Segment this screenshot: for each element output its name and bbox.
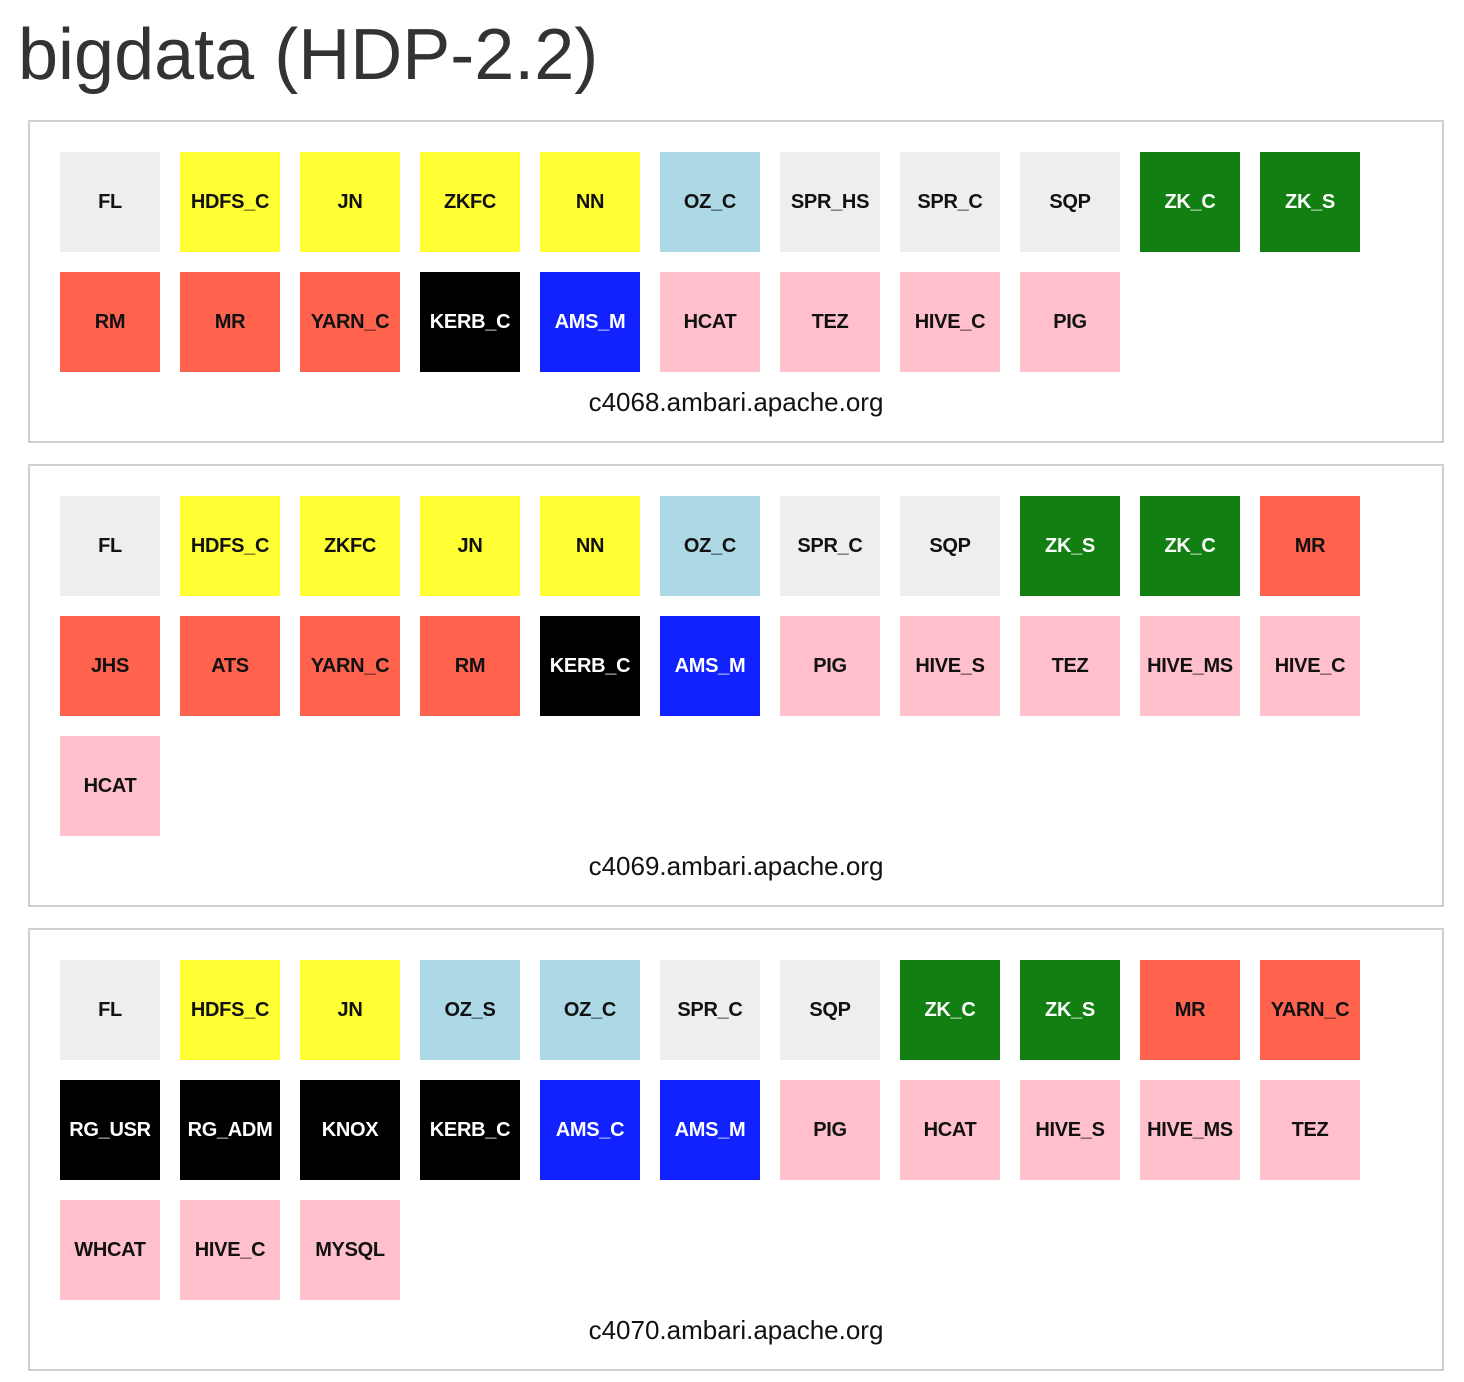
component-tile[interactable]: HDFS_C: [180, 496, 280, 596]
host-name[interactable]: c4069.ambari.apache.org: [588, 851, 884, 881]
component-tile[interactable]: RM: [420, 616, 520, 716]
component-tile[interactable]: AMS_M: [540, 272, 640, 372]
component-tile[interactable]: KNOX: [300, 1080, 400, 1180]
component-tile[interactable]: HIVE_C: [900, 272, 1000, 372]
component-tile[interactable]: HCAT: [660, 272, 760, 372]
component-tile[interactable]: PIG: [1020, 272, 1120, 372]
component-tile[interactable]: HIVE_S: [900, 616, 1000, 716]
component-grid: FL HDFS_C ZKFC JN NN OZ_C SPR_C SQP ZK_S ZK_C MR JH…: [60, 496, 1380, 836]
component-tile[interactable]: SQP: [1020, 152, 1120, 252]
component-tile[interactable]: TEZ: [1260, 1080, 1360, 1180]
component-tile[interactable]: OZ_C: [660, 152, 760, 252]
component-tile[interactable]: MR: [1260, 496, 1360, 596]
component-tile[interactable]: ZKFC: [300, 496, 400, 596]
component-tile[interactable]: FL: [60, 496, 160, 596]
component-grid: FL HDFS_C JN ZKFC NN OZ_C SPR_HS SPR_C SQP ZK_C ZK…: [60, 152, 1380, 372]
component-tile[interactable]: ZK_C: [1140, 496, 1240, 596]
component-tile[interactable]: OZ_C: [540, 960, 640, 1060]
component-tile[interactable]: SQP: [780, 960, 880, 1060]
component-tile[interactable]: ZK_S: [1020, 496, 1120, 596]
component-tile[interactable]: TEZ: [1020, 616, 1120, 716]
component-tile[interactable]: OZ_C: [660, 496, 760, 596]
component-grid: FL HDFS_C JN OZ_S OZ_C SPR_C SQP ZK_C ZK_S MR YARN…: [60, 960, 1380, 1300]
component-tile[interactable]: KERB_C: [420, 1080, 520, 1180]
host-panel: FL HDFS_C JN OZ_S OZ_C SPR_C SQP ZK_C ZK_S MR YARN…: [28, 928, 1444, 1371]
component-tile[interactable]: NN: [540, 152, 640, 252]
component-tile[interactable]: KERB_C: [420, 272, 520, 372]
component-tile[interactable]: SPR_C: [780, 496, 880, 596]
component-tile[interactable]: HIVE_C: [1260, 616, 1360, 716]
component-tile[interactable]: RG_USR: [60, 1080, 160, 1180]
component-tile[interactable]: PIG: [780, 1080, 880, 1180]
component-tile[interactable]: SPR_C: [660, 960, 760, 1060]
component-tile[interactable]: ZK_C: [900, 960, 1000, 1060]
component-tile[interactable]: SPR_HS: [780, 152, 880, 252]
component-tile[interactable]: ATS: [180, 616, 280, 716]
component-tile[interactable]: JN: [300, 152, 400, 252]
component-tile[interactable]: KERB_C: [540, 616, 640, 716]
host-name[interactable]: c4070.ambari.apache.org: [588, 1315, 884, 1345]
component-tile[interactable]: HDFS_C: [180, 152, 280, 252]
component-tile[interactable]: FL: [60, 960, 160, 1060]
component-tile[interactable]: ZK_S: [1260, 152, 1360, 252]
component-tile[interactable]: HDFS_C: [180, 960, 280, 1060]
component-tile[interactable]: JN: [420, 496, 520, 596]
component-tile[interactable]: YARN_C: [1260, 960, 1360, 1060]
component-tile[interactable]: TEZ: [780, 272, 880, 372]
component-tile[interactable]: AMS_M: [660, 616, 760, 716]
component-tile[interactable]: HIVE_C: [180, 1200, 280, 1300]
component-tile[interactable]: JHS: [60, 616, 160, 716]
component-tile[interactable]: YARN_C: [300, 272, 400, 372]
component-tile[interactable]: SPR_C: [900, 152, 1000, 252]
component-tile[interactable]: HIVE_MS: [1140, 1080, 1240, 1180]
component-tile[interactable]: MR: [180, 272, 280, 372]
host-name[interactable]: c4068.ambari.apache.org: [588, 387, 884, 417]
component-tile[interactable]: HIVE_S: [1020, 1080, 1120, 1180]
component-tile[interactable]: PIG: [780, 616, 880, 716]
component-tile[interactable]: SQP: [900, 496, 1000, 596]
component-tile[interactable]: HCAT: [60, 736, 160, 836]
component-tile[interactable]: HIVE_MS: [1140, 616, 1240, 716]
component-tile[interactable]: YARN_C: [300, 616, 400, 716]
component-tile[interactable]: WHCAT: [60, 1200, 160, 1300]
host-panel: FL HDFS_C ZKFC JN NN OZ_C SPR_C SQP ZK_S ZK_C MR JH…: [28, 464, 1444, 907]
page-title: bigdata (HDP-2.2): [18, 15, 599, 95]
component-tile[interactable]: FL: [60, 152, 160, 252]
component-tile[interactable]: RG_ADM: [180, 1080, 280, 1180]
component-tile[interactable]: MYSQL: [300, 1200, 400, 1300]
component-tile[interactable]: NN: [540, 496, 640, 596]
component-tile[interactable]: JN: [300, 960, 400, 1060]
component-tile[interactable]: MR: [1140, 960, 1240, 1060]
component-tile[interactable]: ZKFC: [420, 152, 520, 252]
component-tile[interactable]: AMS_M: [660, 1080, 760, 1180]
component-tile[interactable]: OZ_S: [420, 960, 520, 1060]
component-tile[interactable]: AMS_C: [540, 1080, 640, 1180]
component-tile[interactable]: HCAT: [900, 1080, 1000, 1180]
component-tile[interactable]: ZK_S: [1020, 960, 1120, 1060]
host-panel: FL HDFS_C JN ZKFC NN OZ_C SPR_HS SPR_C SQP ZK_C ZK…: [28, 120, 1444, 443]
component-tile[interactable]: RM: [60, 272, 160, 372]
component-tile[interactable]: ZK_C: [1140, 152, 1240, 252]
